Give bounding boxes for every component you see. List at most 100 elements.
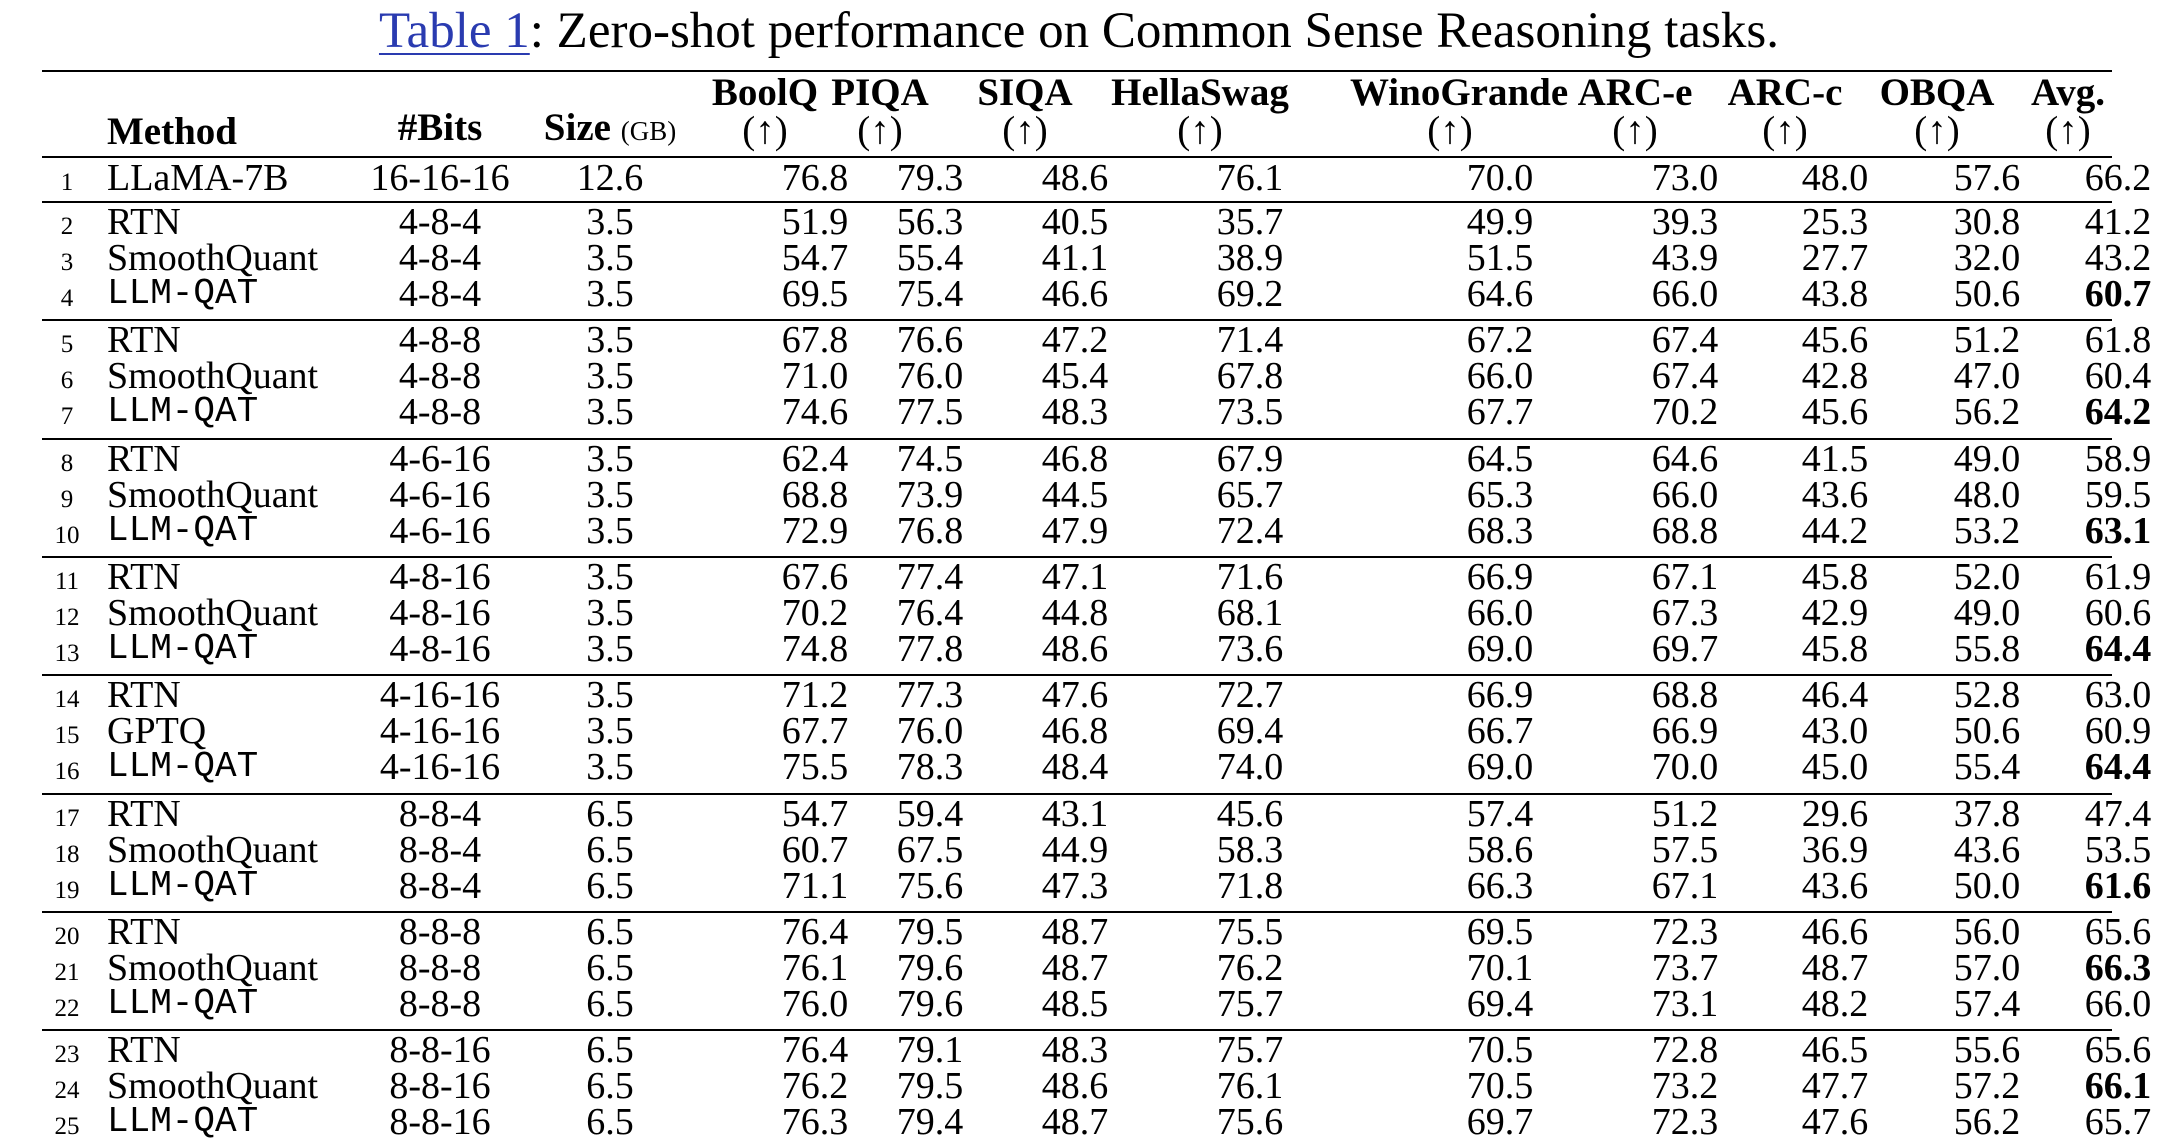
score-cell: 48.6	[1041, 157, 1109, 199]
size-cell: 3.5	[586, 710, 634, 753]
score-cell: 41.5	[1801, 437, 1869, 480]
group-separator	[42, 792, 2112, 795]
score-cell: 45.8	[1801, 555, 1869, 598]
method-cell: SmoothQuant	[107, 1065, 319, 1108]
size-cell: 6.5	[586, 828, 634, 871]
row-number: 7	[60, 403, 74, 431]
score-cell: 48.6	[1041, 1065, 1109, 1108]
header-task-hellaswag: HellaSwag (↑)	[1100, 73, 1300, 150]
score-cell: 48.7	[1041, 910, 1109, 953]
score-cell: 79.5	[896, 910, 964, 953]
score-cell: 74.5	[896, 437, 964, 480]
method-cell: LLM-QAT	[107, 273, 259, 314]
higher-is-better-arrow: (↑)	[1427, 109, 1473, 152]
table-reference-link[interactable]: Table 1	[378, 3, 530, 59]
header-task-label: BoolQ	[711, 71, 819, 114]
group-separator	[42, 201, 2112, 203]
row-number: 17	[54, 804, 80, 832]
table-row: 8 RTN 4-6-16 3.5 62.4 74.5 46.8 67.9 64.5 64.6 41.…	[0, 437, 2158, 480]
score-cell: 76.2	[781, 1065, 849, 1108]
score-cell: 75.7	[1216, 1029, 1284, 1072]
score-cell: 44.2	[1801, 509, 1869, 552]
row-number: 25	[54, 1113, 80, 1141]
score-cell: 42.8	[1801, 355, 1869, 398]
bits-cell: 4-8-16	[389, 591, 491, 634]
score-cell: 72.7	[1216, 674, 1284, 717]
avg-cell: 66.2	[2084, 157, 2152, 199]
method-cell: RTN	[107, 674, 181, 717]
bits-cell: 8-8-16	[389, 1029, 491, 1072]
size-cell: 3.5	[586, 201, 634, 243]
score-cell: 75.7	[1216, 982, 1284, 1025]
score-cell: 58.3	[1216, 828, 1284, 871]
score-cell: 42.9	[1801, 591, 1869, 634]
table-row: 6 SmoothQuant 4-8-8 3.5 71.0 76.0 45.4 67.8 66.0…	[0, 355, 2158, 398]
header-rule	[42, 156, 2112, 158]
size-cell: 3.5	[586, 355, 634, 398]
score-cell: 70.2	[1651, 391, 1719, 434]
score-cell: 45.6	[1801, 391, 1869, 434]
bits-cell: 4-8-8	[398, 355, 482, 398]
score-cell: 69.7	[1651, 627, 1719, 670]
header-task-label: Avg.	[2030, 71, 2106, 114]
score-cell: 79.5	[896, 1065, 964, 1108]
score-cell: 66.9	[1651, 710, 1719, 753]
header-task-siqa: SIQA (↑)	[935, 71, 1115, 152]
header-task-label: SIQA	[977, 71, 1073, 114]
bits-cell: 8-8-8	[398, 946, 482, 989]
bits-cell: 4-8-4	[398, 237, 482, 279]
score-cell: 78.3	[896, 746, 964, 789]
score-cell: 76.4	[781, 1029, 849, 1072]
score-cell: 66.7	[1466, 710, 1534, 753]
bits-cell: 8-8-4	[398, 864, 482, 907]
score-cell: 76.1	[781, 946, 849, 989]
score-cell: 75.5	[1216, 910, 1284, 953]
group-separator	[42, 319, 2112, 322]
score-cell: 76.1	[1216, 1065, 1284, 1108]
bits-cell: 8-8-8	[398, 982, 482, 1025]
score-cell: 59.4	[896, 792, 964, 835]
row-number: 22	[54, 994, 80, 1022]
score-cell: 74.8	[781, 627, 849, 670]
score-cell: 50.6	[1953, 273, 2021, 315]
score-cell: 46.6	[1801, 910, 1869, 953]
table-row: 17 RTN 8-8-4 6.5 54.7 59.4 43.1 45.6 57.4 51.2 29.…	[0, 792, 2158, 835]
bits-cell: 4-16-16	[379, 746, 501, 789]
score-cell: 67.7	[781, 710, 849, 753]
score-cell: 75.6	[1216, 1101, 1284, 1143]
score-cell: 67.1	[1651, 555, 1719, 598]
score-cell: 46.8	[1041, 710, 1109, 753]
score-cell: 51.5	[1466, 237, 1534, 279]
row-number: 3	[60, 249, 74, 276]
row-number: 9	[60, 485, 74, 513]
bits-cell: 4-6-16	[389, 473, 491, 516]
group-separator	[42, 437, 2112, 440]
score-cell: 69.0	[1466, 746, 1534, 789]
size-cell: 12.6	[576, 157, 644, 199]
bits-cell: 4-8-16	[389, 555, 491, 598]
header-task-obqa: OBQA (↑)	[1847, 73, 2027, 152]
score-cell: 48.6	[1041, 627, 1109, 670]
avg-cell: 65.7	[2084, 1101, 2152, 1143]
bits-cell: 8-8-16	[389, 1101, 491, 1143]
score-cell: 77.8	[896, 627, 964, 670]
method-cell: LLM-QAT	[107, 864, 259, 906]
top-rule	[42, 70, 2112, 72]
header-task-winogrande: WinoGrande (↑)	[1350, 73, 1568, 152]
table-caption: Table 1: Zero-shot performance on Common…	[0, 2, 2158, 60]
table-row: 16 LLM-QAT 4-16-16 3.5 75.5 78.3 48.4 74.0 69.0 7…	[0, 746, 2158, 789]
header-task-boolq: BoolQ (↑)	[675, 71, 855, 150]
score-cell: 47.0	[1953, 355, 2021, 398]
score-cell: 55.4	[1953, 746, 2021, 789]
score-cell: 67.3	[1651, 591, 1719, 634]
score-cell: 62.4	[781, 437, 849, 480]
avg-cell: 58.9	[2084, 437, 2152, 480]
higher-is-better-arrow: (↑)	[1002, 109, 1048, 152]
score-cell: 47.1	[1041, 555, 1109, 598]
score-cell: 55.8	[1953, 627, 2021, 670]
score-cell: 72.9	[781, 509, 849, 552]
score-cell: 74.0	[1216, 746, 1284, 789]
bits-cell: 8-8-16	[389, 1065, 491, 1108]
higher-is-better-arrow: (↑)	[1914, 109, 1960, 152]
avg-cell: 60.4	[2084, 355, 2152, 398]
